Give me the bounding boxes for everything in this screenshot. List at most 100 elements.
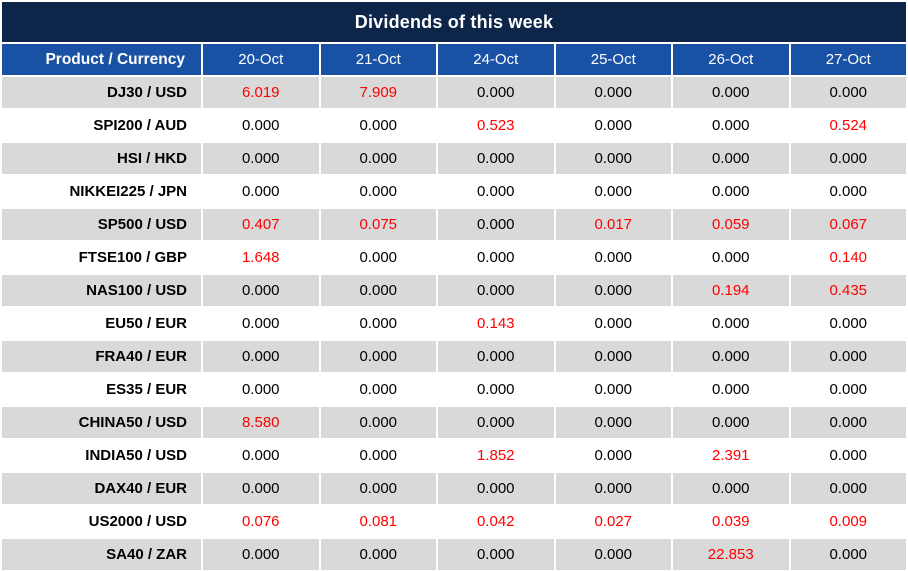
table-row: US2000 / USD 0.076 0.081 0.042 0.027 0.039 0.0… xyxy=(2,506,906,537)
dividend-value: 0.000 xyxy=(673,308,789,339)
dividend-value: 0.075 xyxy=(320,209,436,240)
dividend-value: 0.000 xyxy=(203,539,319,570)
dividend-value: 0.000 xyxy=(673,176,789,207)
dividend-value: 0.000 xyxy=(555,308,671,339)
dividend-value: 0.027 xyxy=(555,506,671,537)
dividend-value: 0.000 xyxy=(673,242,789,273)
table-row: DAX40 / EUR 0.000 0.000 0.000 0.000 0.000 0.00… xyxy=(2,473,906,504)
column-header-date-4: 25-Oct xyxy=(555,44,671,75)
product-label: DJ30 / USD xyxy=(2,77,201,108)
product-label: NAS100 / USD xyxy=(2,275,201,306)
dividend-value: 0.000 xyxy=(320,407,436,438)
product-label: ES35 / EUR xyxy=(2,374,201,405)
dividend-value: 0.000 xyxy=(203,143,319,174)
dividend-value: 0.000 xyxy=(320,440,436,471)
table-row: FTSE100 / GBP 1.648 0.000 0.000 0.000 0.000 0.… xyxy=(2,242,906,273)
dividend-value: 0.435 xyxy=(790,275,906,306)
dividend-value: 0.000 xyxy=(555,275,671,306)
product-label: SA40 / ZAR xyxy=(2,539,201,570)
dividend-value: 0.000 xyxy=(438,143,554,174)
dividend-value: 0.000 xyxy=(203,308,319,339)
dividend-value: 0.000 xyxy=(203,440,319,471)
dividend-value: 22.853 xyxy=(673,539,789,570)
product-label: FRA40 / EUR xyxy=(2,341,201,372)
product-label: DAX40 / EUR xyxy=(2,473,201,504)
dividend-value: 0.194 xyxy=(673,275,789,306)
dividend-value: 0.000 xyxy=(203,275,319,306)
dividend-value: 0.000 xyxy=(673,473,789,504)
dividend-value: 0.000 xyxy=(790,407,906,438)
dividend-value: 0.076 xyxy=(203,506,319,537)
dividend-value: 0.000 xyxy=(438,209,554,240)
dividend-value: 0.000 xyxy=(673,407,789,438)
dividend-value: 0.000 xyxy=(203,110,319,141)
dividend-value: 0.000 xyxy=(673,374,789,405)
dividend-value: 0.042 xyxy=(438,506,554,537)
table-row: CHINA50 / USD 8.580 0.000 0.000 0.000 0.000 0.… xyxy=(2,407,906,438)
dividend-value: 0.000 xyxy=(790,176,906,207)
dividend-value: 8.580 xyxy=(203,407,319,438)
column-header-product-currency: Product / Currency xyxy=(2,44,201,75)
dividend-value: 0.000 xyxy=(555,143,671,174)
dividend-value: 0.081 xyxy=(320,506,436,537)
header-row: Product / Currency 20-Oct 21-Oct 24-Oct … xyxy=(2,44,906,75)
dividend-value: 0.000 xyxy=(555,176,671,207)
dividend-value: 0.407 xyxy=(203,209,319,240)
dividend-value: 0.000 xyxy=(320,473,436,504)
dividend-value: 0.000 xyxy=(438,275,554,306)
dividend-value: 0.000 xyxy=(320,374,436,405)
dividend-value: 0.059 xyxy=(673,209,789,240)
dividend-value: 1.648 xyxy=(203,242,319,273)
dividend-value: 0.000 xyxy=(320,308,436,339)
dividend-value: 0.000 xyxy=(555,539,671,570)
dividend-value: 0.000 xyxy=(438,242,554,273)
dividend-value: 0.000 xyxy=(673,110,789,141)
dividend-value: 0.000 xyxy=(790,77,906,108)
table-row: DJ30 / USD 6.019 7.909 0.000 0.000 0.000 0.000 xyxy=(2,77,906,108)
dividend-value: 6.019 xyxy=(203,77,319,108)
column-header-date-3: 24-Oct xyxy=(438,44,554,75)
dividend-value: 0.000 xyxy=(790,308,906,339)
column-header-date-6: 27-Oct xyxy=(790,44,906,75)
dividend-value: 0.000 xyxy=(438,374,554,405)
product-label: US2000 / USD xyxy=(2,506,201,537)
product-label: SP500 / USD xyxy=(2,209,201,240)
dividend-value: 0.000 xyxy=(320,143,436,174)
dividend-value: 0.000 xyxy=(790,374,906,405)
table-row: SA40 / ZAR 0.000 0.000 0.000 0.000 22.853 0.00… xyxy=(2,539,906,570)
dividend-value: 0.000 xyxy=(555,77,671,108)
dividend-value: 0.140 xyxy=(790,242,906,273)
dividend-value: 0.017 xyxy=(555,209,671,240)
table-row: NAS100 / USD 0.000 0.000 0.000 0.000 0.194 0.4… xyxy=(2,275,906,306)
product-label: CHINA50 / USD xyxy=(2,407,201,438)
dividend-value: 0.000 xyxy=(320,110,436,141)
dividend-value: 0.000 xyxy=(320,341,436,372)
dividend-value: 0.000 xyxy=(203,473,319,504)
product-label: EU50 / EUR xyxy=(2,308,201,339)
dividend-value: 0.000 xyxy=(320,275,436,306)
column-header-date-1: 20-Oct xyxy=(203,44,319,75)
table-row: EU50 / EUR 0.000 0.000 0.143 0.000 0.000 0.000 xyxy=(2,308,906,339)
product-label: HSI / HKD xyxy=(2,143,201,174)
dividend-value: 0.000 xyxy=(555,473,671,504)
product-label: NIKKEI225 / JPN xyxy=(2,176,201,207)
dividend-value: 7.909 xyxy=(320,77,436,108)
title-row: Dividends of this week xyxy=(2,2,906,42)
dividend-value: 0.000 xyxy=(438,77,554,108)
dividend-value: 0.000 xyxy=(203,341,319,372)
table-row: SP500 / USD 0.407 0.075 0.000 0.017 0.059 0.06… xyxy=(2,209,906,240)
dividend-value: 0.039 xyxy=(673,506,789,537)
dividend-value: 0.000 xyxy=(320,242,436,273)
table-row: NIKKEI225 / JPN 0.000 0.000 0.000 0.000 0.000… xyxy=(2,176,906,207)
table-row: ES35 / EUR 0.000 0.000 0.000 0.000 0.000 0.000 xyxy=(2,374,906,405)
dividend-value: 0.067 xyxy=(790,209,906,240)
dividend-value: 0.000 xyxy=(438,473,554,504)
dividend-value: 0.000 xyxy=(555,110,671,141)
dividend-value: 0.000 xyxy=(320,176,436,207)
dividend-value: 0.000 xyxy=(790,440,906,471)
dividend-value: 0.000 xyxy=(790,539,906,570)
product-label: INDIA50 / USD xyxy=(2,440,201,471)
dividend-value: 0.000 xyxy=(438,539,554,570)
dividend-value: 0.000 xyxy=(790,341,906,372)
